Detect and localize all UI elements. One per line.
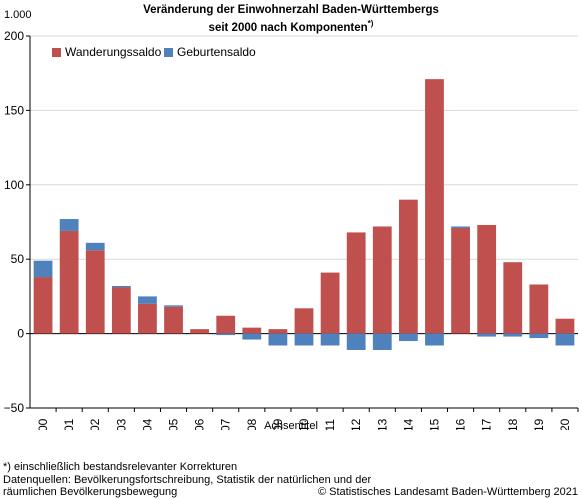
bar-geburtensaldo xyxy=(268,333,288,346)
x-tick-label: 2010 xyxy=(297,418,311,430)
data-source-line2: räumlichen Bevölkerungsbewegung xyxy=(3,486,178,498)
bar-wanderungssaldo xyxy=(294,308,314,334)
x-tick-label: 2008 xyxy=(245,418,259,430)
x-tick-label: 2020 xyxy=(558,418,572,430)
bar-wanderungssaldo xyxy=(216,315,236,334)
x-tick-label: 2018 xyxy=(506,418,520,430)
legend-swatch-geburtensaldo xyxy=(164,48,173,57)
bar-wanderungssaldo xyxy=(451,227,470,334)
bar-wanderungssaldo xyxy=(477,224,497,334)
bar-geburtensaldo xyxy=(372,333,392,350)
bar-geburtensaldo xyxy=(320,333,340,346)
y-tick-label: 0 xyxy=(17,327,24,341)
bar-geburtensaldo xyxy=(242,333,262,340)
legend-swatch-wanderungssaldo xyxy=(52,48,61,57)
bar-wanderungssaldo xyxy=(503,262,523,334)
x-tick-label: 2013 xyxy=(375,418,389,430)
x-tick-label: 2012 xyxy=(349,418,363,430)
legend-label-geburtensaldo: Geburtensaldo xyxy=(177,45,256,59)
x-tick-label: 2003 xyxy=(114,418,128,430)
data-source-line1: Datenquellen: Bevölkerungsfortschreibung… xyxy=(3,474,372,486)
bar-wanderungssaldo xyxy=(164,306,183,334)
x-tick-label: 2009 xyxy=(271,418,285,430)
bar-geburtensaldo xyxy=(138,296,157,304)
x-tick-label: 2006 xyxy=(193,418,207,430)
bar-geburtensaldo xyxy=(346,333,366,350)
bar-wanderungssaldo xyxy=(268,329,288,334)
bar-wanderungssaldo xyxy=(33,277,53,334)
x-tick-label: 2015 xyxy=(427,418,441,430)
bar-wanderungssaldo xyxy=(425,79,444,334)
x-tick-label: 2016 xyxy=(454,418,468,430)
chart-title-footnote-mark: *) xyxy=(367,19,374,28)
bar-geburtensaldo xyxy=(425,333,444,346)
bar-geburtensaldo xyxy=(398,333,418,342)
x-tick-label: 2005 xyxy=(167,418,181,430)
x-tick-label: 2019 xyxy=(532,418,546,430)
bar-geburtensaldo xyxy=(111,285,131,288)
bar-geburtensaldo xyxy=(59,219,79,231)
y-tick-label: −50 xyxy=(4,401,25,415)
x-tick-label: 2017 xyxy=(480,418,494,430)
copyright: © Statistisches Landesamt Baden-Württemb… xyxy=(317,486,578,498)
y-tick-label: 100 xyxy=(4,178,24,192)
bar-wanderungssaldo xyxy=(529,284,549,334)
bar-wanderungssaldo xyxy=(242,327,262,334)
y-tick-label: 50 xyxy=(11,252,25,266)
bar-geburtensaldo xyxy=(294,333,314,346)
bar-wanderungssaldo xyxy=(138,303,157,334)
bar-wanderungssaldo xyxy=(59,230,79,334)
x-tick-label: 2014 xyxy=(401,418,415,430)
bar-wanderungssaldo xyxy=(111,287,131,334)
x-tick-label: 2007 xyxy=(219,418,233,430)
data-source: Datenquellen: Bevölkerungsfortschreibung… xyxy=(3,474,371,498)
bar-wanderungssaldo xyxy=(85,250,105,334)
footnote: *) einschließlich bestandsrelevanter Kor… xyxy=(3,461,238,473)
y-tick-label: 150 xyxy=(4,103,24,117)
bar-geburtensaldo xyxy=(529,333,549,339)
y-unit-label: 1.000 xyxy=(4,9,32,21)
chart-title: Veränderung der Einwohnerzahl Baden-Würt… xyxy=(0,3,582,35)
x-tick-label: 2000 xyxy=(36,418,50,430)
x-tick-label: 2001 xyxy=(62,418,76,430)
bar-wanderungssaldo xyxy=(190,329,210,334)
bar-geburtensaldo xyxy=(503,333,523,337)
x-tick-label: 2004 xyxy=(140,418,154,430)
bar-geburtensaldo xyxy=(85,242,105,251)
bar-chart: −50 0 50 100 150 200 2000 2001 2002 2003 2004 2005 2… xyxy=(4,29,579,430)
bar-geburtensaldo xyxy=(33,260,53,278)
x-tick-label: 2002 xyxy=(88,418,102,430)
bar-wanderungssaldo xyxy=(346,232,366,334)
bar-geburtensaldo xyxy=(555,333,575,346)
bar-geburtensaldo xyxy=(216,333,236,336)
bar-geburtensaldo xyxy=(477,333,497,337)
chart-title-line2: seit 2000 nach Komponenten*) xyxy=(0,17,582,35)
chart-title-line2-text: seit 2000 nach Komponenten xyxy=(208,21,368,34)
bar-geburtensaldo xyxy=(164,305,183,307)
bar-geburtensaldo xyxy=(451,226,470,228)
bar-wanderungssaldo xyxy=(372,226,392,334)
legend-label-wanderungssaldo: Wanderungssaldo xyxy=(65,45,162,59)
bar-wanderungssaldo xyxy=(555,318,575,334)
x-axis-title: Achsentitel xyxy=(264,420,318,432)
chart-title-line1: Veränderung der Einwohnerzahl Baden-Würt… xyxy=(143,4,439,16)
bar-wanderungssaldo xyxy=(320,272,340,334)
bar-wanderungssaldo xyxy=(398,199,418,334)
y-tick-label: 200 xyxy=(4,29,24,43)
x-tick-label: 2011 xyxy=(323,419,337,430)
